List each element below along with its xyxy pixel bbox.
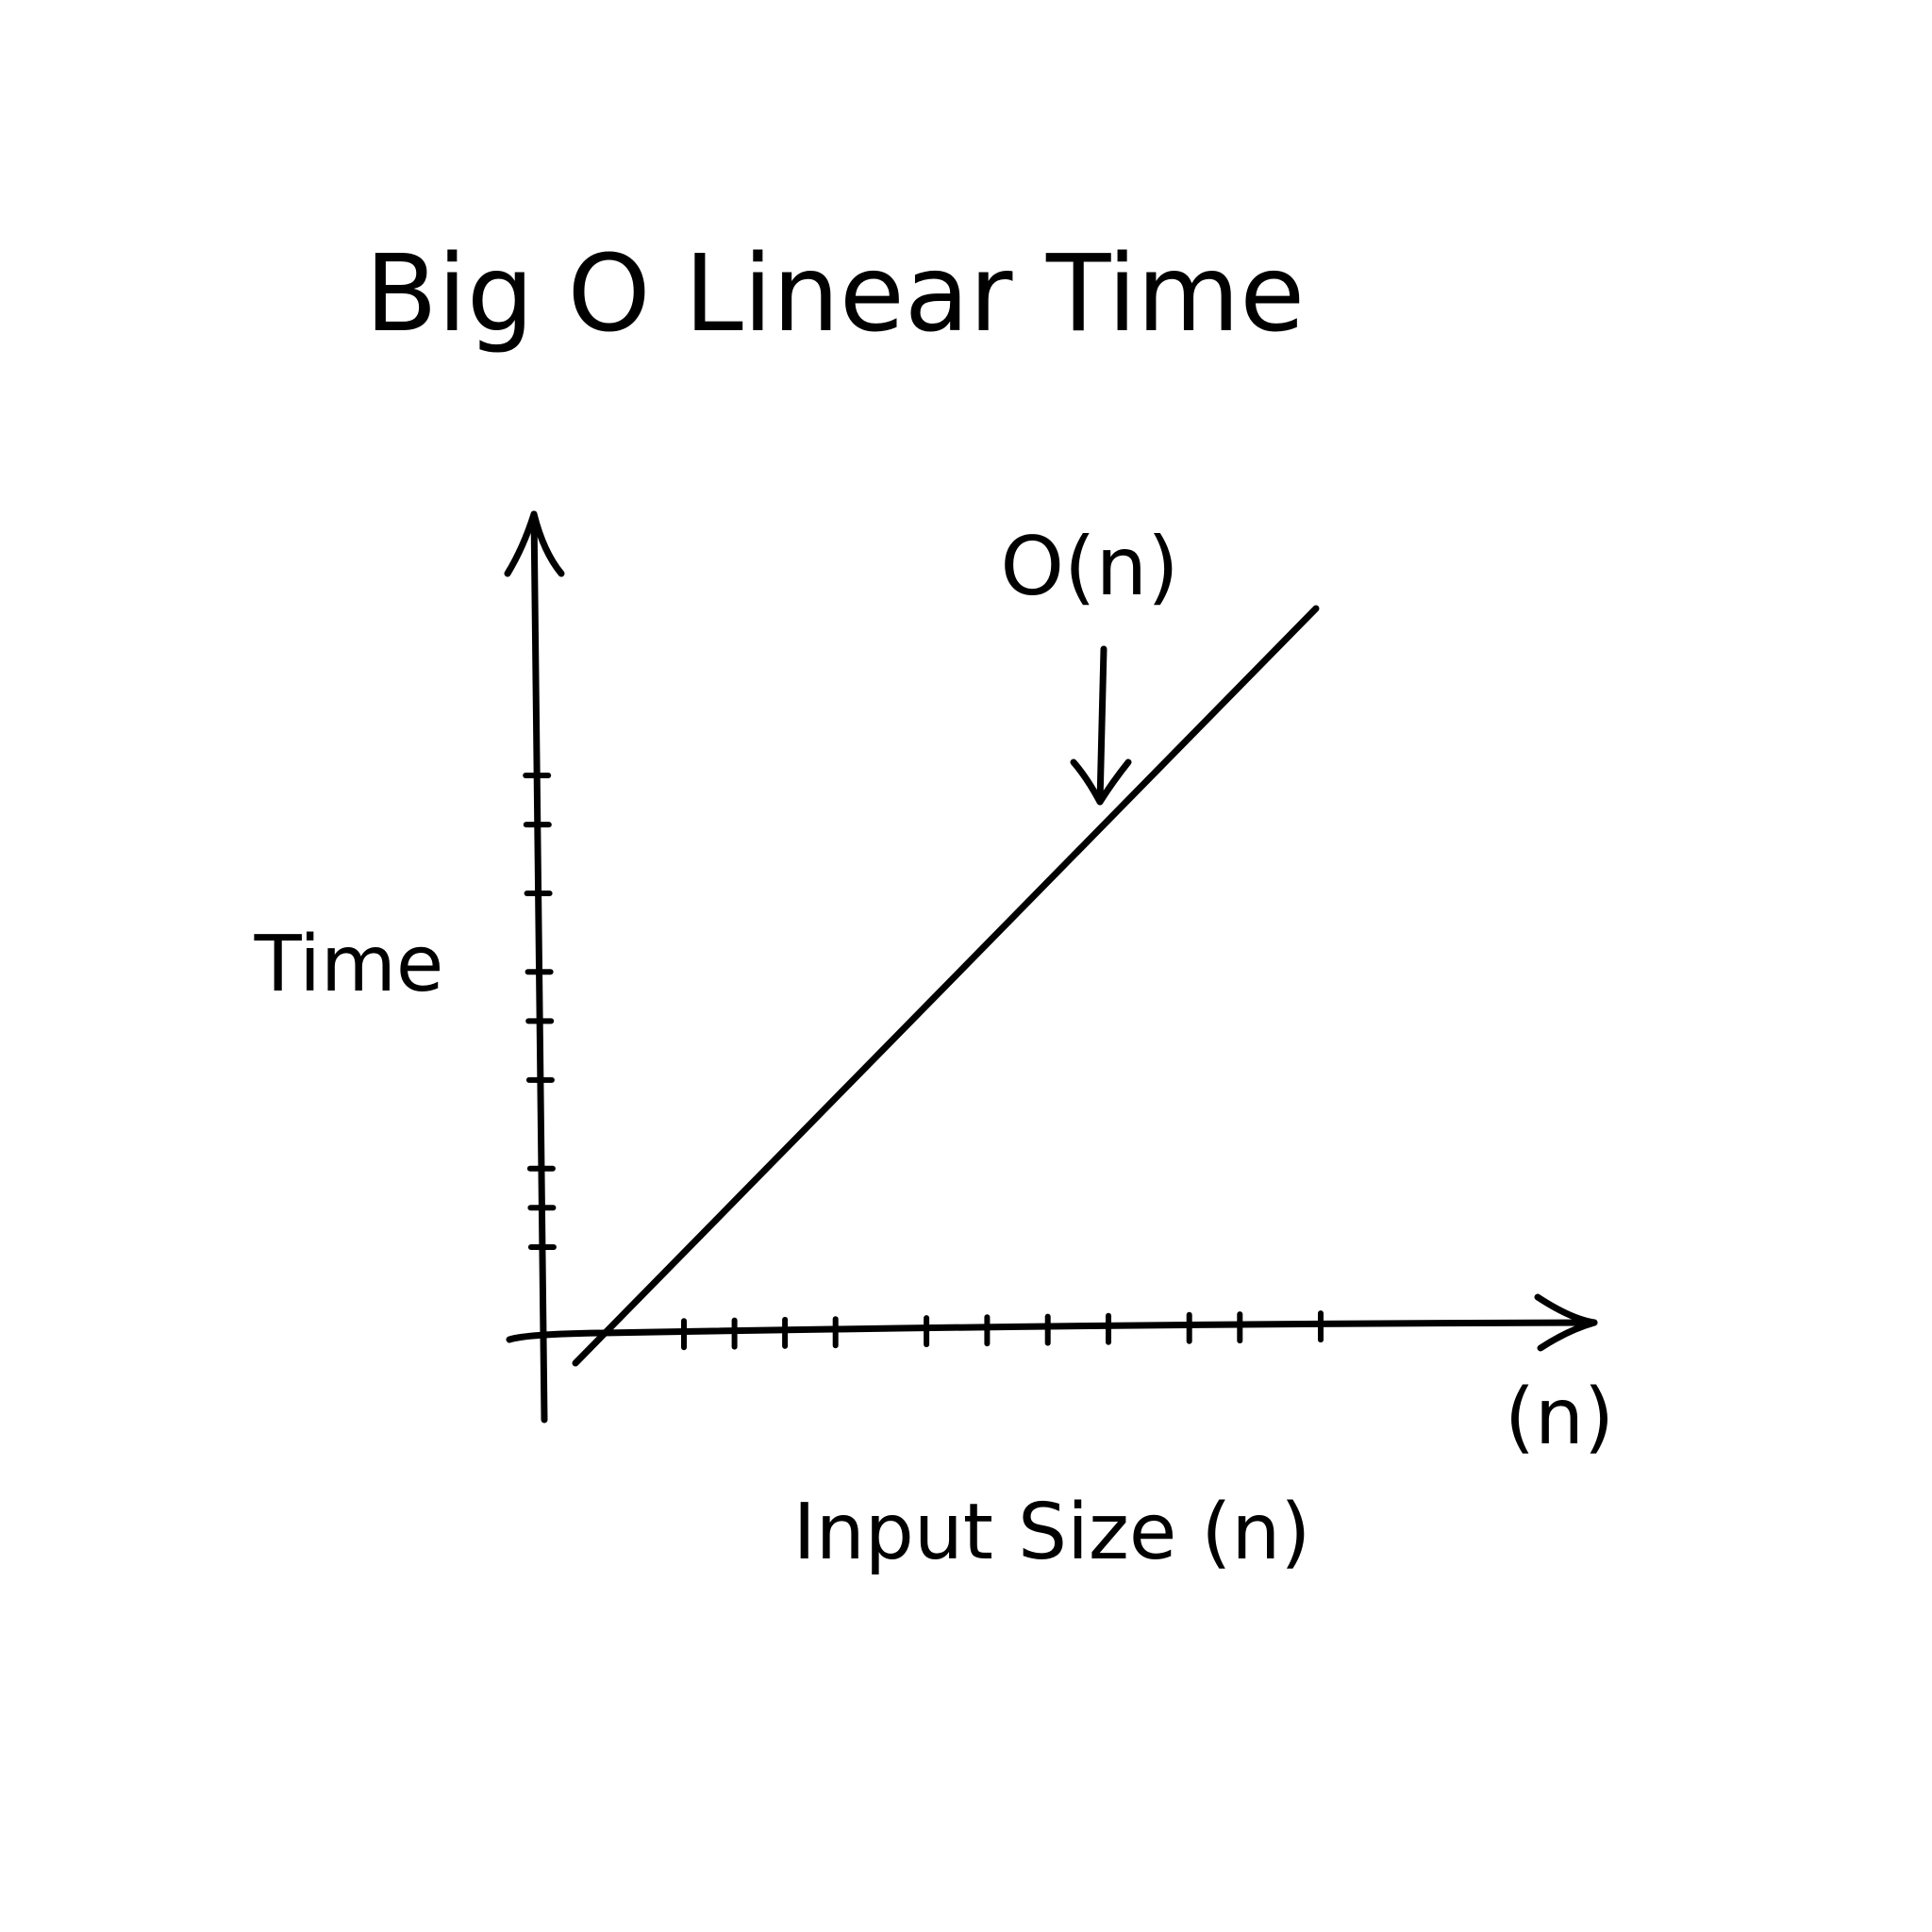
x-axis	[506, 1293, 1598, 1352]
x-axis-end-label: (n)	[1505, 1373, 1614, 1462]
y-axis	[504, 510, 565, 1424]
y-axis-ticks	[523, 773, 557, 1250]
annotation-arrow	[1096, 645, 1108, 806]
series-layer	[572, 605, 1320, 1367]
annotation: O(n)	[1000, 520, 1179, 806]
y-axis-arrowhead	[504, 510, 565, 577]
y-axis-line	[530, 510, 548, 1424]
series-line-0	[572, 605, 1320, 1367]
x-axis-arrowhead	[1534, 1293, 1598, 1352]
annotation-arrowhead	[1070, 758, 1132, 806]
y-axis-label: Time	[254, 920, 444, 1009]
chart-title: Big O Linear Time	[365, 233, 1305, 356]
annotation-label: O(n)	[1000, 520, 1178, 614]
x-axis-line	[506, 1319, 1598, 1343]
x-axis-label: Input Size (n)	[793, 1488, 1311, 1577]
x-axis-ticks	[681, 1310, 1324, 1351]
